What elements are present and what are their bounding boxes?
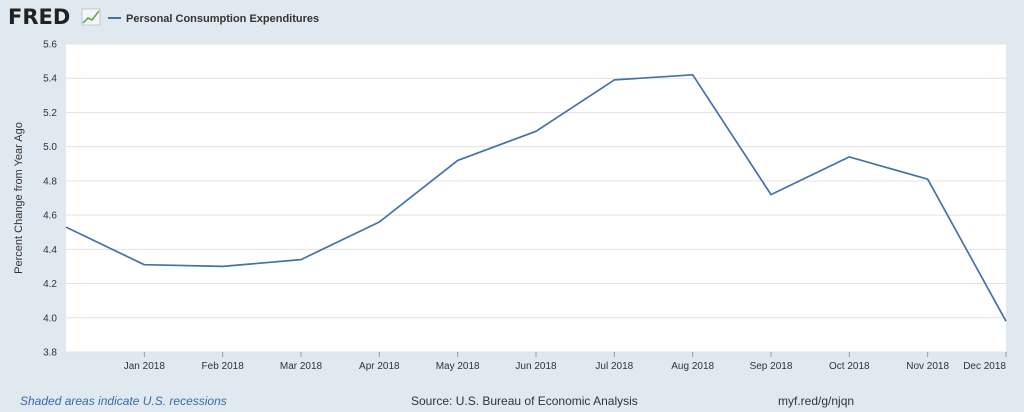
fred-logo[interactable]: FRED — [8, 5, 101, 29]
x-tick-label: Feb 2018 — [202, 361, 245, 372]
y-tick-label: 4.4 — [43, 245, 57, 256]
x-tick-label: Nov 2018 — [906, 361, 949, 372]
y-axis-ticks: 3.8 4.0 4.2 4.4 4.6 4.8 5.0 5.2 5.4 5.6 — [43, 40, 57, 359]
x-tick-label: Sep 2018 — [750, 361, 793, 372]
y-tick-label: 4.6 — [43, 211, 57, 222]
y-tick-label: 4.8 — [43, 176, 57, 187]
x-tick-label: Mar 2018 — [280, 361, 323, 372]
y-tick-label: 5.2 — [43, 108, 57, 119]
chart: FRED Personal Consumption Expenditures 3… — [8, 5, 1007, 372]
plot-area — [66, 44, 1006, 352]
y-tick-label: 5.6 — [43, 40, 57, 51]
y-tick-label: 4.2 — [43, 279, 57, 290]
recession-note: Shaded areas indicate U.S. recessions — [20, 394, 227, 408]
x-tick-label: Jun 2018 — [515, 361, 557, 372]
fred-logo-text: FRED — [8, 5, 70, 29]
legend-label: Personal Consumption Expenditures — [126, 13, 319, 25]
y-tick-label: 5.4 — [43, 74, 57, 85]
x-tick-label: Dec 2018 — [963, 361, 1006, 372]
x-tick-label: Jan 2018 — [124, 361, 166, 372]
source-text: Source: U.S. Bureau of Economic Analysis — [411, 394, 638, 408]
x-tick-label: Apr 2018 — [359, 361, 400, 372]
y-tick-label: 5.0 — [43, 142, 57, 153]
x-tick-label: May 2018 — [436, 361, 480, 372]
series-line-pce — [65, 73, 1007, 322]
x-tick-label: Oct 2018 — [829, 361, 870, 372]
short-url-link[interactable]: myf.red/g/njqn — [778, 394, 855, 408]
y-axis-label: Percent Change from Year Ago — [13, 122, 25, 274]
x-tick-label: Aug 2018 — [671, 361, 714, 372]
fred-logo-graph-icon — [81, 8, 101, 26]
x-axis-ticks: Jan 2018 Feb 2018 Mar 2018 Apr 2018 May 2018… — [124, 352, 1007, 372]
x-tick-label: Jul 2018 — [595, 361, 633, 372]
y-tick-label: 3.8 — [43, 348, 57, 359]
y-tick-label: 4.0 — [43, 313, 57, 324]
legend: Personal Consumption Expenditures — [108, 13, 319, 25]
